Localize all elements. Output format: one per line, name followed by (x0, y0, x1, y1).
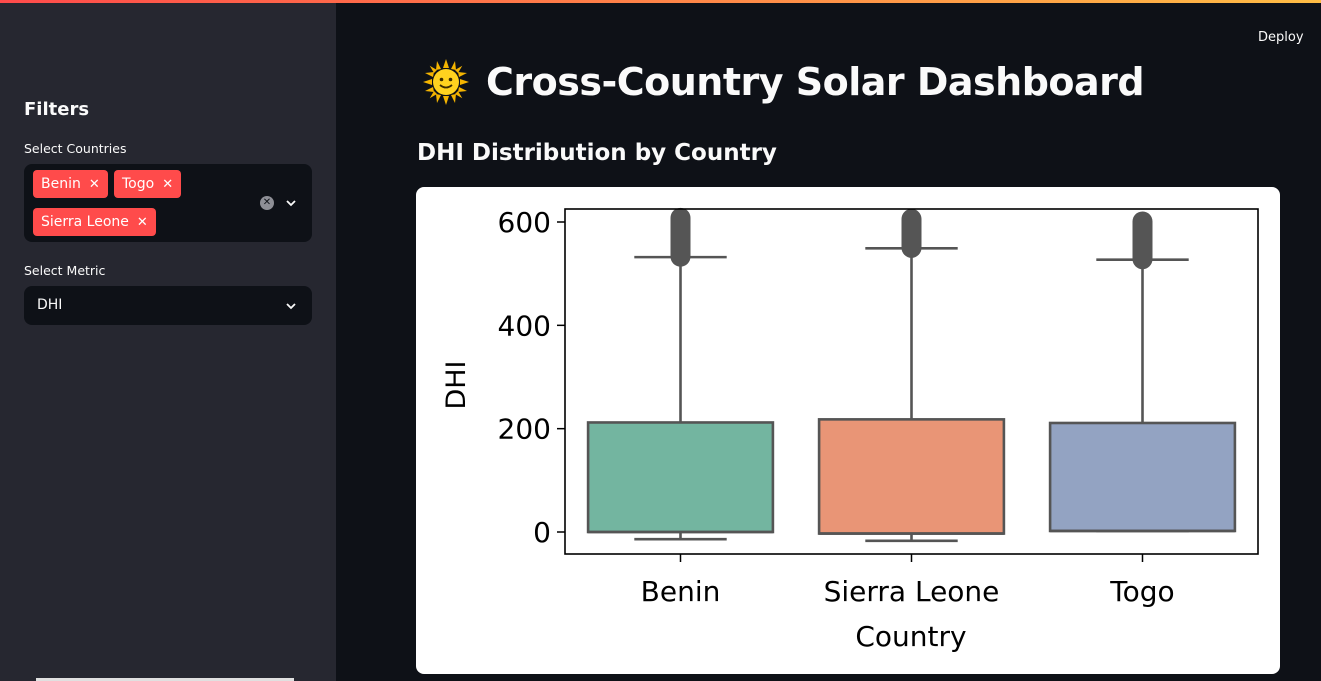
tag-label: Benin (41, 176, 81, 192)
x-axis-label: Country (855, 620, 966, 653)
x-tick-label: Sierra Leone (824, 575, 1000, 608)
tag-label: Togo (122, 176, 155, 192)
sidebar: Filters Select Countries Benin ✕ Togo ✕ … (0, 3, 336, 681)
remove-tag-icon[interactable]: ✕ (88, 176, 100, 192)
page-title: Cross-Country Solar Dashboard (486, 60, 1145, 104)
chevron-down-icon[interactable] (285, 197, 297, 209)
sun-icon (423, 59, 469, 105)
y-tick-label: 200 (498, 413, 551, 446)
chevron-down-icon[interactable] (285, 300, 297, 312)
y-axis-label: DHI (441, 360, 472, 409)
tag-benin: Benin ✕ (33, 170, 108, 198)
tag-label: Sierra Leone (41, 214, 129, 230)
countries-label: Select Countries (24, 141, 127, 156)
x-tick-label: Togo (1109, 575, 1174, 608)
sidebar-heading: Filters (24, 99, 90, 120)
metric-select[interactable]: DHI (24, 286, 312, 325)
box-togo (1048, 421, 1237, 533)
y-tick-label: 400 (498, 309, 551, 342)
chart-card: 0 200 400 600 Benin Sierra Leone Togo DHI Cou… (416, 187, 1280, 674)
deploy-button[interactable]: Deploy (1250, 26, 1312, 49)
x-tick-label: Benin (641, 575, 721, 608)
page-title-row: Cross-Country Solar Dashboard (422, 58, 1145, 106)
top-accent-bar (0, 0, 1321, 3)
metric-label: Select Metric (24, 263, 106, 278)
box-sierra-leone (817, 418, 1006, 535)
remove-tag-icon[interactable]: ✕ (162, 176, 174, 192)
metric-select-value: DHI (37, 297, 63, 313)
dhi-boxplot: 0 200 400 600 Benin Sierra Leone Togo DHI Cou… (441, 206, 1259, 653)
y-tick-label: 600 (498, 206, 551, 239)
countries-multiselect[interactable]: Benin ✕ Togo ✕ Sierra Leone ✕ ✕ (24, 164, 312, 242)
y-tick-label: 0 (533, 516, 551, 549)
tag-togo: Togo ✕ (114, 170, 182, 198)
box-benin (586, 421, 775, 534)
remove-tag-icon[interactable]: ✕ (136, 214, 148, 230)
tag-sierra-leone: Sierra Leone ✕ (33, 208, 156, 236)
chart-subtitle: DHI Distribution by Country (417, 140, 777, 166)
horizontal-scrollbar[interactable] (36, 678, 294, 681)
clear-all-icon[interactable]: ✕ (260, 196, 274, 210)
